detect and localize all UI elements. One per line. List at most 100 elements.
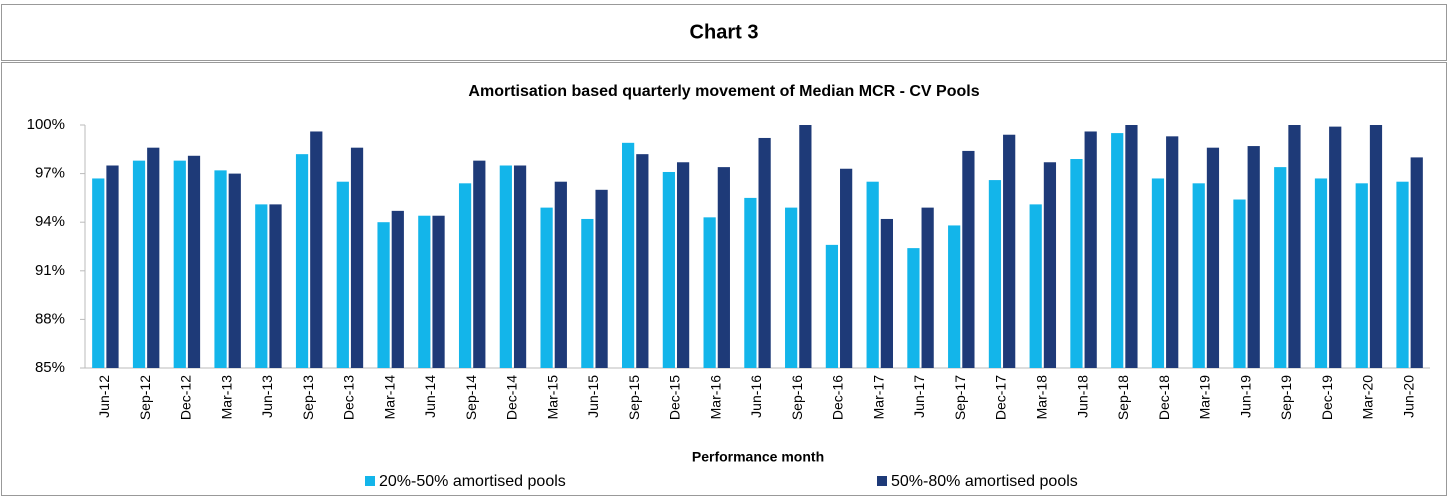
- bar: [988, 180, 1002, 368]
- x-tick-label: Dec-14: [504, 375, 520, 420]
- x-tick-label: Dec-16: [830, 375, 846, 420]
- bar: [799, 125, 812, 368]
- y-tick-label: 94%: [35, 213, 65, 230]
- bar: [255, 204, 268, 368]
- bar: [662, 171, 675, 368]
- x-tick-label: Mar-15: [544, 375, 560, 420]
- header-box: [1, 4, 1447, 61]
- bar: [350, 147, 364, 368]
- legend-swatch: [365, 476, 375, 486]
- bar: [907, 248, 920, 368]
- legend-label: 20%-50% amortised pools: [379, 473, 566, 490]
- x-tick-label: Jun-20: [1400, 375, 1416, 418]
- y-tick-label: 100%: [27, 116, 65, 133]
- bar: [310, 131, 323, 368]
- x-tick-label: Sep-14: [463, 375, 479, 420]
- bar: [132, 160, 146, 368]
- bar: [1206, 147, 1220, 368]
- y-tick-label: 91%: [35, 262, 65, 279]
- bar: [473, 160, 486, 368]
- bar: [1274, 167, 1287, 368]
- bar: [336, 181, 349, 368]
- bar: [717, 167, 730, 368]
- bar: [758, 137, 771, 368]
- bar: [948, 225, 961, 368]
- x-tick-label: Dec-12: [178, 375, 194, 420]
- x-axis-label: Performance month: [692, 449, 824, 465]
- bar: [962, 150, 975, 368]
- x-tick-label: Sep-12: [137, 375, 153, 420]
- x-tick-label: Sep-13: [300, 375, 316, 420]
- header-title: Chart 3: [690, 21, 759, 43]
- bar: [1070, 159, 1083, 368]
- x-tick-label: Mar-17: [870, 375, 886, 420]
- bar: [1111, 133, 1124, 368]
- x-tick-label: Mar-16: [707, 375, 723, 420]
- bar: [269, 204, 282, 368]
- bar: [499, 165, 512, 368]
- x-tick-label: Jun-19: [1237, 375, 1253, 418]
- bar: [866, 181, 879, 368]
- legend-label: 50%-80% amortised pools: [891, 473, 1078, 490]
- bar: [921, 207, 934, 368]
- x-tick-label: Dec-13: [341, 375, 357, 420]
- bar: [458, 183, 472, 368]
- bar: [636, 154, 649, 368]
- bar: [1355, 183, 1368, 368]
- bar: [295, 154, 309, 368]
- bar: [1084, 131, 1097, 368]
- bar: [622, 142, 635, 368]
- x-tick-label: Mar-20: [1360, 375, 1376, 420]
- bar: [1288, 125, 1301, 368]
- bar: [1396, 181, 1409, 368]
- bar: [540, 207, 553, 368]
- x-tick-label: Dec-19: [1319, 375, 1335, 420]
- bar: [1410, 157, 1423, 368]
- bar: [785, 207, 798, 368]
- bar: [106, 165, 119, 368]
- bar: [840, 168, 853, 368]
- bar: [676, 162, 690, 368]
- bar: [432, 215, 445, 368]
- bar: [1029, 204, 1042, 368]
- x-tick-label: Dec-15: [667, 375, 683, 420]
- bar: [1192, 183, 1205, 368]
- bar: [1003, 134, 1016, 368]
- x-tick-label: Sep-18: [1115, 375, 1131, 420]
- chart-title: Amortisation based quarterly movement of…: [468, 83, 979, 100]
- legend-swatch: [877, 476, 887, 486]
- bar: [1233, 199, 1246, 368]
- x-tick-label: Jun-12: [96, 375, 112, 418]
- bar: [1329, 126, 1342, 369]
- bar: [228, 173, 241, 368]
- bar: [92, 178, 105, 368]
- y-tick-label: 97%: [35, 165, 65, 182]
- bar: [825, 244, 839, 368]
- x-tick-label: Jun-16: [748, 375, 764, 418]
- bar: [1043, 162, 1057, 368]
- bar: [214, 170, 227, 368]
- bar: [173, 160, 186, 368]
- bar: [391, 210, 404, 368]
- bar: [377, 222, 390, 368]
- bar: [1151, 178, 1165, 368]
- bar: [147, 147, 160, 368]
- bar: [880, 218, 893, 368]
- bar: [554, 181, 567, 368]
- x-tick-label: Mar-19: [1197, 375, 1213, 420]
- bar: [187, 155, 201, 368]
- bar: [513, 165, 527, 368]
- bar: [1125, 125, 1138, 368]
- bar: [1166, 136, 1179, 368]
- bar: [703, 217, 716, 368]
- x-tick-label: Mar-13: [218, 375, 234, 420]
- x-tick-label: Dec-17: [993, 375, 1009, 420]
- x-tick-label: Mar-18: [1034, 375, 1050, 420]
- x-tick-label: Jun-17: [911, 375, 927, 418]
- x-tick-label: Sep-19: [1278, 375, 1294, 420]
- bar: [1247, 146, 1260, 368]
- y-tick-label: 88%: [35, 310, 65, 327]
- x-tick-label: Mar-14: [381, 375, 397, 420]
- y-tick-label: 85%: [35, 359, 65, 376]
